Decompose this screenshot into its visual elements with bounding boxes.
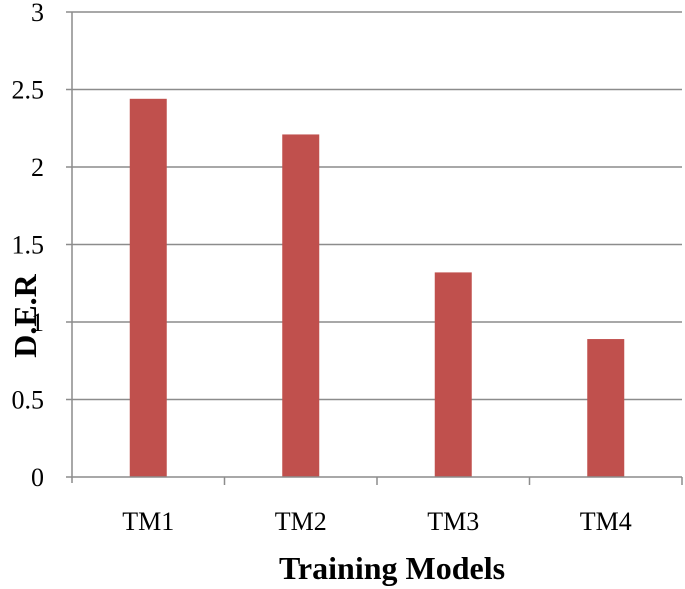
x-tick-label: TM1	[122, 507, 174, 536]
x-axis	[72, 476, 683, 485]
x-tick-label: TM2	[275, 507, 327, 536]
bar-tm2	[282, 134, 320, 477]
bar-tm3	[434, 272, 472, 477]
y-tick-label: 0	[31, 463, 44, 492]
y-tick-label: 2.5	[12, 76, 45, 105]
y-tick-label: 1	[31, 308, 44, 337]
y-tick-label: 1.5	[12, 231, 45, 260]
y-axis-title: D.E.R	[7, 273, 43, 357]
bars	[129, 98, 625, 478]
x-axis-title: Training Models	[279, 550, 505, 586]
y-tick-label: 2	[31, 153, 44, 182]
x-tick-labels: TM1 TM2 TM3 TM4	[122, 507, 632, 536]
x-tick-label: TM3	[427, 507, 479, 536]
y-tick-label: 3	[31, 0, 44, 27]
y-tick-labels: 0 0.5 1 1.5 2 2.5 3	[12, 0, 45, 492]
y-tick-label: 0.5	[12, 386, 45, 415]
gridlines	[66, 11, 682, 483]
x-tick-label: TM4	[580, 507, 632, 536]
bar-tm4	[587, 339, 625, 477]
bar-tm1	[129, 98, 167, 478]
